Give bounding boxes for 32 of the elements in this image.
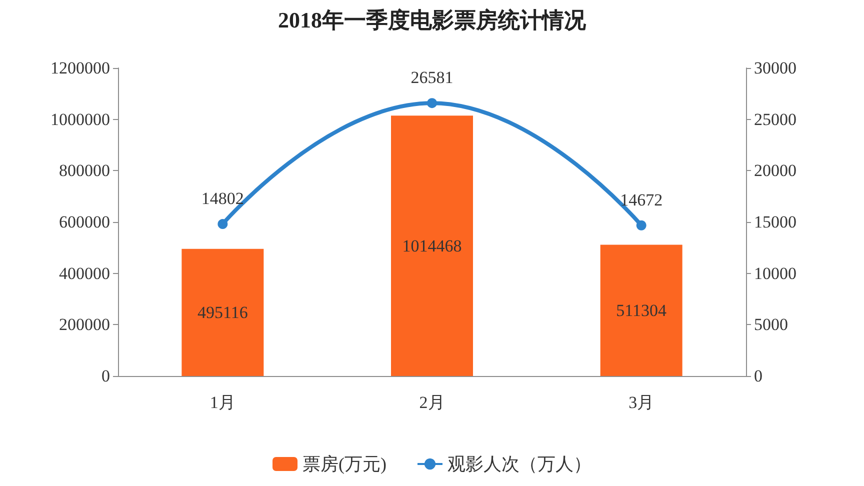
y-tick-label: 0 (102, 366, 110, 386)
y-tick-label: 400000 (59, 264, 110, 283)
legend-label: 票房(万元) (302, 454, 387, 474)
y2-tick-label: 10000 (754, 264, 796, 283)
x-tick-label: 3月 (628, 393, 654, 412)
bar (391, 116, 473, 376)
y2-tick-label: 25000 (754, 110, 796, 129)
bar (600, 244, 682, 376)
chart-title: 2018年一季度电影票房统计情况 (278, 8, 587, 32)
point (636, 220, 646, 230)
y-tick-label: 1200000 (50, 58, 110, 78)
y2-tick-label: 5000 (754, 315, 788, 334)
y2-tick-label: 15000 (754, 212, 796, 232)
x-tick-label: 1月 (210, 393, 236, 412)
data-label: 1014468 (402, 236, 462, 256)
data-label: 14802 (201, 189, 244, 208)
y2-tick-label: 20000 (754, 161, 796, 180)
legend-label: 观影人次（万人） (447, 454, 592, 474)
y-tick-label: 600000 (59, 212, 110, 232)
y-tick-label: 800000 (59, 161, 110, 180)
x-tick-label: 2月 (419, 393, 445, 412)
y2-tick-label: 0 (754, 366, 762, 386)
y2-tick-label: 30000 (754, 58, 796, 78)
bar (182, 248, 264, 376)
data-label: 14672 (620, 190, 663, 210)
data-label: 511304 (616, 300, 668, 320)
data-label: 26581 (410, 68, 454, 88)
point (427, 98, 437, 108)
y-tick-label: 1000000 (50, 110, 110, 129)
y-tick-label: 200000 (59, 315, 110, 334)
data-label: 495116 (197, 302, 248, 322)
point (218, 219, 228, 230)
